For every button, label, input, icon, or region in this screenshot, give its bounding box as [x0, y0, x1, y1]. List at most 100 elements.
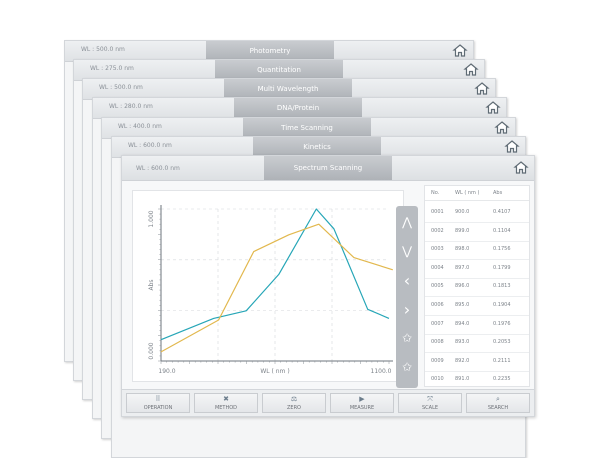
- search-icon: ⌕: [496, 395, 500, 403]
- window-header: WL : 600.0 nm Kinetics: [112, 137, 525, 158]
- cell-no: 0004: [431, 264, 444, 271]
- scale-button[interactable]: ⤧ SCALE: [398, 393, 462, 413]
- wavelength-readout: WL : 500.0 nm: [81, 46, 125, 53]
- button-label: OPERATION: [143, 405, 173, 411]
- window-title: Time Scanning: [243, 118, 371, 138]
- cell-abs: 0.2235: [493, 376, 511, 383]
- chart-grid: [161, 208, 389, 361]
- window-title: Kinetics: [253, 137, 381, 157]
- home-icon[interactable]: [504, 139, 520, 155]
- scale-icon: ⤧: [427, 395, 433, 403]
- table-row[interactable]: 0009 892.0 0.2111: [425, 350, 529, 372]
- wavelength-readout: WL : 280.0 nm: [109, 103, 153, 110]
- home-icon[interactable]: [463, 62, 479, 78]
- peak-icon[interactable]: ⋀: [402, 215, 412, 229]
- table-row[interactable]: 0007 894.0 0.1976: [425, 313, 529, 335]
- window-title: Quantitation: [215, 60, 343, 80]
- cell-abs: 0.1799: [493, 264, 511, 271]
- window-header: WL : 280.0 nm DNA/Protein: [93, 98, 506, 119]
- y-tick-label: 1.000: [148, 210, 155, 227]
- tools-icon: ✖: [223, 395, 229, 403]
- cell-wl: 895.0: [455, 302, 470, 308]
- button-label: MEASURE: [349, 405, 375, 411]
- window-title: Spectrum Scanning: [264, 156, 392, 180]
- window-header: WL : 600.0 nm Spectrum Scanning: [122, 156, 534, 181]
- play-icon: ▶: [359, 395, 365, 403]
- left-icon[interactable]: ‹: [403, 270, 411, 290]
- window-spectrum-scanning: WL : 600.0 nm Spectrum Scanning Abs WL (…: [121, 155, 535, 417]
- button-label: ZERO: [287, 405, 301, 411]
- home-icon[interactable]: [494, 120, 510, 136]
- valley-icon[interactable]: ⋁: [402, 244, 412, 258]
- cell-no: 0010: [431, 376, 444, 383]
- cell-wl: 900.0: [455, 209, 470, 215]
- table-row[interactable]: 0005 896.0 0.1813: [425, 275, 529, 298]
- column-header-abs: Abs: [493, 190, 503, 196]
- cell-abs: 0.1813: [493, 283, 511, 290]
- cell-no: 0008: [431, 339, 444, 346]
- window-header: WL : 400.0 nm Time Scanning: [102, 118, 515, 139]
- cell-wl: 898.0: [455, 246, 470, 253]
- cell-wl: 891.0: [455, 376, 470, 383]
- home-icon[interactable]: [452, 43, 468, 59]
- method-button[interactable]: ✖ METHOD: [194, 393, 258, 413]
- window-title: Multi Wavelength: [224, 79, 352, 99]
- table-row[interactable]: 0008 893.0 0.2053: [425, 331, 529, 354]
- window-title: DNA/Protein: [234, 98, 362, 118]
- cell-abs: 0.1756: [493, 246, 511, 253]
- cell-no: 0007: [431, 320, 444, 327]
- spectrum-chart-svg: Abs WL ( nm ) 190.0 1100.0 0.000 1.000: [148, 205, 393, 375]
- table-row[interactable]: 0002 899.0 0.1104: [425, 220, 529, 242]
- grid-icon: ⠿: [155, 395, 161, 403]
- data-table: No. WL ( nm ) Abs 0001 900.0 0.4107 0002 899…: [424, 185, 530, 409]
- cell-wl: 892.0: [455, 357, 470, 364]
- table-row[interactable]: 0003 898.0 0.1756: [425, 238, 529, 261]
- wavelength-readout: WL : 600.0 nm: [128, 142, 172, 149]
- bottom-toolbar: ⠿ OPERATION ✖ METHOD ⚖ ZERO ▶ MEASURE ⤧ …: [122, 389, 534, 416]
- y-axis-label: Abs: [148, 279, 155, 290]
- table-row[interactable]: 0006 895.0 0.1904: [425, 294, 529, 316]
- y-tick-label: 0.000: [148, 342, 155, 359]
- operation-button[interactable]: ⠿ OPERATION: [126, 393, 190, 413]
- wavelength-readout: WL : 275.0 nm: [90, 65, 134, 72]
- column-header-no: No.: [431, 190, 440, 196]
- button-label: SCALE: [421, 405, 439, 411]
- button-label: SEARCH: [487, 405, 509, 411]
- spectrum-chart[interactable]: Abs WL ( nm ) 190.0 1100.0 0.000 1.000: [132, 190, 404, 382]
- right-icon[interactable]: ›: [403, 299, 411, 319]
- table-row[interactable]: 0001 900.0 0.4107: [425, 201, 529, 223]
- cell-wl: 897.0: [455, 264, 470, 271]
- button-label: METHOD: [214, 405, 238, 411]
- wavelength-readout: WL : 400.0 nm: [118, 123, 162, 130]
- column-header-wl: WL ( nm ): [455, 190, 480, 196]
- zero-button[interactable]: ⚖ ZERO: [262, 393, 326, 413]
- side-toolbar: ⋀ ⋁ ‹ › ✩ ✩: [396, 206, 418, 388]
- cell-abs: 0.2111: [493, 357, 511, 364]
- cell-no: 0003: [431, 246, 444, 253]
- window-title: Photometry: [206, 41, 334, 61]
- x-axis-label: WL ( nm ): [260, 368, 289, 375]
- table-row[interactable]: 0004 897.0 0.1799: [425, 257, 529, 279]
- cell-abs: 0.1904: [493, 302, 511, 308]
- cell-no: 0006: [431, 302, 444, 308]
- search-button[interactable]: ⌕ SEARCH: [466, 393, 530, 413]
- star-up-icon[interactable]: ✩: [401, 331, 413, 345]
- x-tick-label: 190.0: [158, 368, 175, 375]
- wavelength-readout: WL : 600.0 nm: [136, 165, 180, 172]
- home-icon[interactable]: [485, 100, 501, 116]
- cell-abs: 0.1104: [493, 227, 511, 234]
- chart-ticks: [158, 208, 390, 364]
- wavelength-readout: WL : 500.0 nm: [99, 84, 143, 91]
- cell-abs: 0.1976: [493, 320, 511, 327]
- balance-icon: ⚖: [290, 395, 298, 403]
- home-icon[interactable]: [474, 81, 490, 97]
- table-header: No. WL ( nm ) Abs: [425, 186, 529, 201]
- cell-abs: 0.2053: [493, 339, 511, 346]
- star-down-icon[interactable]: ✩: [401, 360, 413, 374]
- cell-abs: 0.4107: [493, 209, 511, 215]
- series-line-2: [160, 223, 393, 353]
- cell-wl: 893.0: [455, 339, 470, 346]
- home-icon[interactable]: [513, 160, 529, 176]
- cell-no: 0001: [431, 209, 444, 215]
- measure-button[interactable]: ▶ MEASURE: [330, 393, 394, 413]
